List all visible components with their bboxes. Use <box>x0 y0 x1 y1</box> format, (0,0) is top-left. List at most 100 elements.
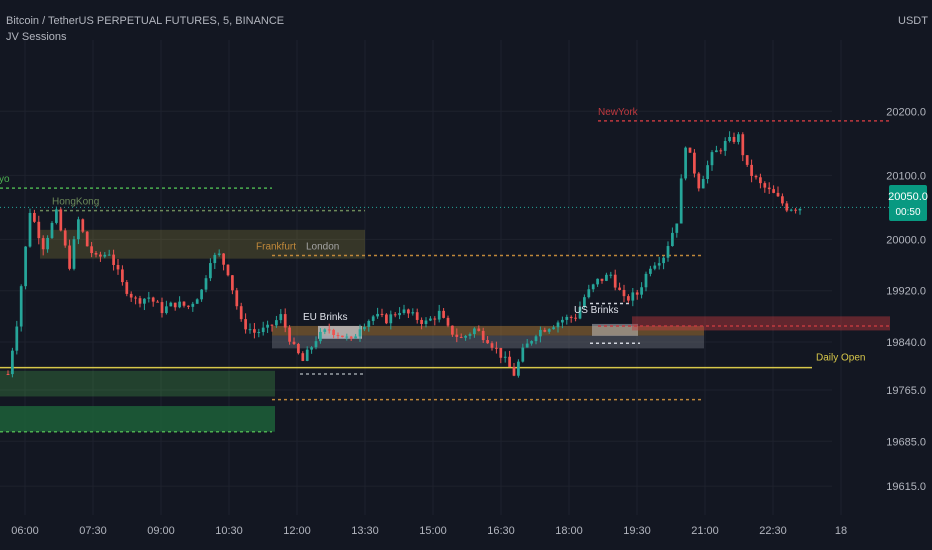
candle-body <box>512 366 516 376</box>
candle-body <box>213 254 217 264</box>
candle-body <box>737 134 740 142</box>
session-labels: kyo HongKong Frankfurt London NewYork Daily O… <box>0 107 865 364</box>
candle-body <box>565 316 569 320</box>
candle-body <box>662 257 665 264</box>
time-axis[interactable]: 06:00 07:30 09:00 10:30 12:00 13:30 15:00 16:30… <box>11 525 847 537</box>
y-tick-label: 19765.0 <box>886 385 926 397</box>
candle-body <box>481 330 485 341</box>
label-frankfurt: Frankfurt <box>256 241 296 252</box>
candle-body <box>275 320 278 326</box>
label-tokyo: kyo <box>0 174 10 185</box>
symbol-title[interactable]: Bitcoin / TetherUS PERPETUAL FUTURES, 5,… <box>6 15 285 27</box>
candle-body <box>411 312 415 314</box>
label-us-brinks: US Brinks <box>574 305 618 316</box>
candle-body <box>63 230 67 246</box>
candle-body <box>266 324 269 328</box>
candle-body <box>253 329 256 333</box>
price-tag-countdown: 00:50 <box>895 207 920 218</box>
candle-body <box>609 274 613 276</box>
session-overlays <box>0 120 890 433</box>
candle-body <box>583 297 586 308</box>
candle-body <box>455 334 459 337</box>
y-tick-label: 19685.0 <box>886 436 926 448</box>
candle-body <box>723 140 727 151</box>
candle-body <box>442 310 445 318</box>
candle-body <box>459 336 463 338</box>
candle-body <box>763 183 767 188</box>
candle-body <box>591 284 595 290</box>
candle-body <box>605 274 608 281</box>
x-tick-label: 10:30 <box>215 525 243 537</box>
x-tick-label: 15:00 <box>419 525 447 537</box>
candle-body <box>279 314 283 321</box>
candle-body <box>710 152 714 166</box>
candle-body <box>732 136 736 142</box>
candle-body <box>622 289 626 297</box>
candle-body <box>631 292 635 301</box>
candle-body <box>134 297 137 299</box>
candle-body <box>600 278 604 281</box>
candle-body <box>85 231 89 247</box>
candle-body <box>569 316 573 318</box>
candle-body <box>90 246 93 254</box>
price-tag-bg <box>889 185 927 221</box>
candle-body <box>688 147 692 153</box>
candle-body <box>94 253 98 255</box>
candle-body <box>407 309 410 314</box>
y-tick-label: 19840.0 <box>886 337 926 349</box>
candle-body <box>310 347 313 350</box>
candle-body <box>671 232 674 247</box>
candle-body <box>363 326 366 330</box>
candle-body <box>776 192 780 197</box>
candle-body <box>503 356 507 358</box>
candle-body <box>319 331 322 342</box>
x-tick-label: 18:00 <box>555 525 583 537</box>
candle-body <box>552 327 555 330</box>
x-tick-label: 18 <box>835 525 847 537</box>
y-tick-label: 19615.0 <box>886 481 926 493</box>
candle-body <box>191 303 195 307</box>
candle-body <box>380 313 384 315</box>
candle-body <box>693 152 696 174</box>
session-box-asia <box>40 229 365 259</box>
us-brinks-box <box>592 323 638 336</box>
candle-body <box>156 301 159 303</box>
candle-body <box>794 209 797 211</box>
candle-body <box>358 329 362 337</box>
candle-body <box>327 329 331 331</box>
y-tick-label: 20200.0 <box>886 106 926 118</box>
candle-body <box>195 299 199 304</box>
candle-body <box>173 302 177 308</box>
candle-body <box>653 265 657 269</box>
candle-body <box>433 318 437 320</box>
candle-body <box>525 343 529 348</box>
candle-body <box>530 341 533 344</box>
candle-body <box>684 147 687 179</box>
x-tick-label: 22:30 <box>759 525 787 537</box>
candle-body <box>143 298 146 304</box>
label-newyork: NewYork <box>598 107 639 118</box>
candle-body <box>521 347 525 362</box>
candle-body <box>587 289 591 298</box>
candle-body <box>37 221 41 239</box>
candle-body <box>728 136 731 141</box>
candle-body <box>121 269 124 283</box>
price-axis[interactable]: 20200.0 20100.0 20000.0 19920.0 19840.0 19765… <box>886 106 926 493</box>
y-tick-label: 20100.0 <box>886 170 926 182</box>
candle-body <box>248 329 252 331</box>
candle-body <box>160 302 164 314</box>
price-tag-value: 20050.0 <box>888 191 928 203</box>
candle-body <box>68 245 71 269</box>
session-box-frankfurt <box>272 325 704 336</box>
candle-body <box>72 239 76 269</box>
candle-body <box>415 312 419 320</box>
candle-body <box>217 253 221 255</box>
indicator-title[interactable]: JV Sessions <box>6 31 67 43</box>
candle-body <box>402 309 406 313</box>
session-box-tokyo <box>0 370 275 397</box>
candle-body <box>389 314 393 324</box>
candle-body <box>574 317 577 319</box>
label-london: London <box>306 241 339 252</box>
y-tick-label: 19920.0 <box>886 286 926 298</box>
